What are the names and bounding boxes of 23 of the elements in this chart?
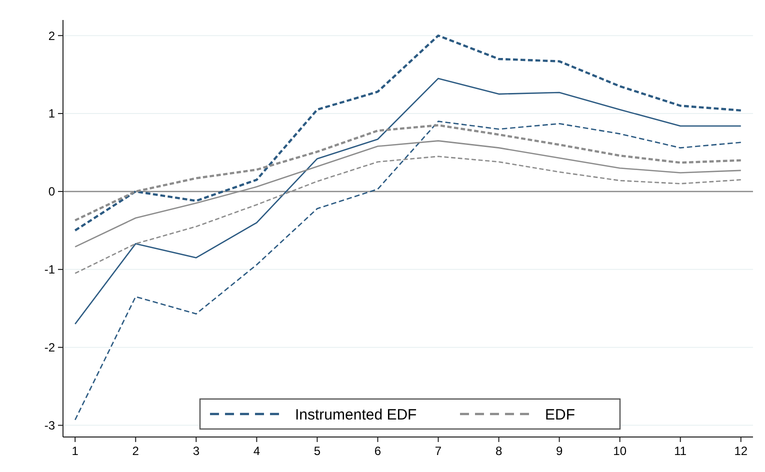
- y-tick-label: 1: [48, 106, 56, 121]
- line-series: [74, 78, 742, 325]
- y-tick-label: -3: [44, 418, 56, 433]
- y-tick-label: 0: [48, 184, 56, 199]
- x-tick-label: 5: [314, 444, 321, 458]
- x-tick-label: 4: [253, 444, 260, 458]
- legend-label: EDF: [545, 406, 575, 424]
- x-tick-label: 11: [674, 444, 687, 458]
- x-tick-label: 3: [192, 444, 200, 458]
- y-tick-label: -2: [44, 340, 56, 355]
- line-series: [74, 34, 742, 232]
- line-series: [74, 120, 742, 420]
- x-tick-label: 7: [434, 444, 442, 458]
- x-tick-label: 12: [734, 444, 748, 458]
- x-tick-label: 8: [495, 444, 502, 458]
- x-tick-label: 6: [374, 444, 382, 458]
- y-tick-label: -1: [44, 262, 56, 277]
- x-tick-label: 1: [72, 444, 79, 458]
- x-tick-label: 9: [556, 444, 563, 458]
- x-tick-label: 10: [613, 444, 627, 458]
- y-tick-label: 2: [48, 28, 56, 43]
- x-tick-label: 2: [132, 444, 140, 458]
- legend-label: Instrumented EDF: [295, 406, 417, 424]
